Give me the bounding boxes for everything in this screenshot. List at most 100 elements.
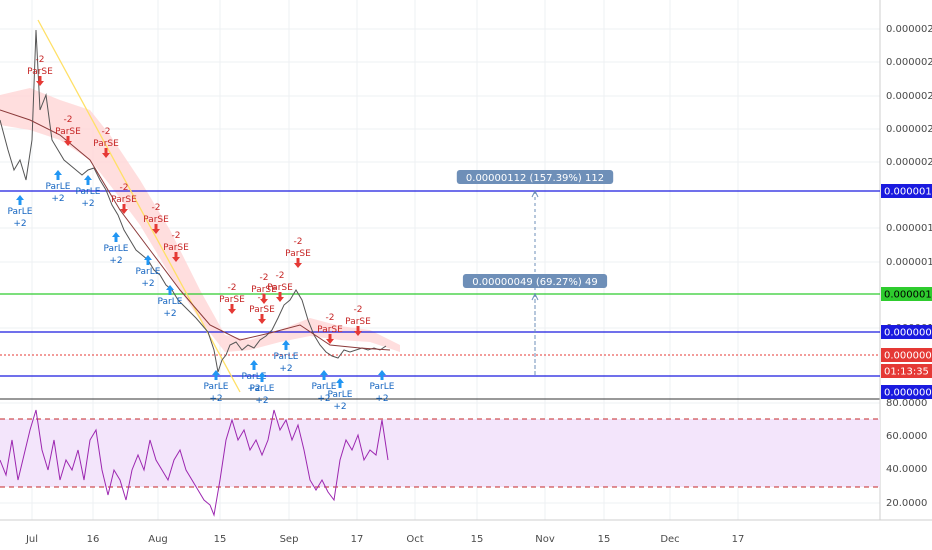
buy-arrow-icon [250,360,258,370]
time-tick-label: Aug [148,534,168,545]
sell-signal-label: ParSE [317,325,343,335]
buy-signal-label: ParLE [312,382,337,392]
level-tag-label: 0.00000084 [884,351,932,362]
buy-arrow-icon [166,285,174,295]
buy-signal-label: ParLE [104,244,129,254]
price-tick-label: 0.00000160 [886,223,932,234]
buy-signal-label: ParLE [8,207,33,217]
sell-signal-label: ParSE [267,283,293,293]
level-tag-label: 01:13:35 [884,367,929,378]
price-tick-label: 0.00000140 [886,257,932,268]
sell-signal-label: -2 [294,237,303,247]
level-tag-box [881,325,932,339]
buy-signal-label: ParLE [204,382,229,392]
measure-label: 0.00000049 (69.27%) 49 [472,277,597,288]
buy-signal-label: +2 [109,256,122,266]
price-level-tags: 0.00000182 0.00000120 0.00000097 0.00000084… [881,184,932,399]
price-line [0,29,387,373]
horizontal-levels[interactable] [0,190,880,377]
rsi-tick-label: 20.0000 [886,498,927,509]
sell-arrow-icon [260,294,268,304]
sell-arrow-icon [354,326,362,336]
time-tick-label: 15 [471,534,484,545]
sell-signal-label: ParSE [285,249,311,259]
buy-signal-label: ParLE [242,372,267,382]
rsi-tick-label: 80.0000 [886,398,927,409]
buy-arrow-icon [282,340,290,350]
sell-arrow-icon [64,136,72,146]
level-tag-label: 0.00000120 [884,290,932,301]
buy-signal-label: +2 [163,309,176,319]
buy-signal-label: +2 [375,394,388,404]
price-tick-label: 0.00000220 [886,124,932,135]
sell-signal-label: ParSE [143,215,169,225]
time-tick-label: 15 [598,534,611,545]
sell-signal-label: ParSE [249,305,275,315]
sell-arrow-icon [152,224,160,234]
buy-signal-label: +2 [255,396,268,406]
price-tick-label: 0.00000280 [886,24,932,35]
buy-signal-label: ParLE [136,267,161,277]
sell-arrow-icon [258,314,266,324]
measure-label-box [462,274,608,288]
buy-signal-label: ParLE [274,352,299,362]
sell-arrow-icon [294,258,302,268]
buy-arrow-icon [144,255,152,265]
sell-signal-label: ParSE [163,243,189,253]
sell-arrow-icon [120,204,128,214]
sell-signal-label: -2 [36,55,45,65]
sell-signal-label: -2 [120,183,129,193]
buy-signal-label: +2 [81,199,94,209]
sell-signal-label: -2 [258,293,267,303]
level-tag-label: 0.00000097 [884,328,932,339]
buy-arrow-icon [378,370,386,380]
sell-signal-label: ParSE [219,295,245,305]
level-tag-box [881,287,932,301]
buy-signal-label: +2 [13,219,26,229]
level-tag-label: 0.00000080 [884,388,932,399]
rsi-line [0,409,389,517]
sell-signal-label: -2 [260,273,269,283]
sell-signal-label: ParSE [27,67,53,77]
sell-signal-label: -2 [64,115,73,125]
sell-signal-label: ParSE [345,317,371,327]
sell-arrow-icon [276,292,284,302]
rsi-band-fill [0,419,880,487]
buy-arrow-icon [54,170,62,180]
ichimoku-cloud [0,88,400,352]
sell-signal-label: ParSE [111,195,137,205]
sell-signal-label: -2 [172,231,181,241]
buy-signal-label: +2 [317,394,330,404]
sell-signal-label: -2 [326,313,335,323]
buy-signal-label: ParLE [370,382,395,392]
buy-arrow-icon [84,175,92,185]
measure-label: 0.00000112 (157.39%) 112 [466,173,604,184]
buy-arrow-icon [112,232,120,242]
price-series [0,29,391,373]
level-tag-box [881,364,932,378]
sell-signal-label: ParSE [55,127,81,137]
time-tick-label: Dec [660,534,679,545]
sell-signal-label: ParSE [251,285,277,295]
sell-arrow-icon [228,304,236,314]
sell-signal-label: -2 [152,203,161,213]
rsi-series [0,409,389,517]
buy-signal-label: ParLE [76,187,101,197]
time-axis[interactable]: Jul 16 Aug 15 Sep 17 Oct 15 Nov 15 Dec 17 [0,519,932,545]
measure-label-box [456,170,614,184]
buy-signal-label: +2 [247,384,260,394]
time-tick-label: 15 [214,534,227,545]
buy-arrow-icon [16,195,24,205]
buy-arrow-icon [258,372,266,382]
price-tick-label: 0.00000260 [886,57,932,68]
time-tick-label: Sep [280,534,299,545]
measurement-tools[interactable]: 0.00000112 (157.39%) 112 0.00000049 (69.2… [456,170,614,376]
buy-signal-label: +2 [209,394,222,404]
rsi-tick-label: 40.0000 [886,464,927,475]
buy-signal-label: +2 [279,364,292,374]
sell-signal-label: -2 [102,127,111,137]
time-tick-label: 17 [351,534,364,545]
measure-arrow-icon [531,189,539,198]
buy-arrow-icon [336,378,344,388]
